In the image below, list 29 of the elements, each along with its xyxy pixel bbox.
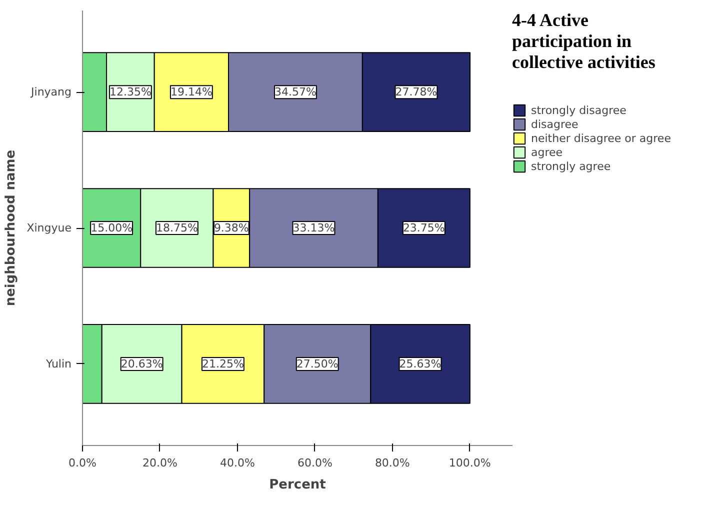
x-tick-label: 80.0%: [374, 456, 410, 470]
x-tick-label: 40.0%: [220, 456, 255, 470]
x-tick-label: 60.0%: [297, 456, 332, 470]
data-label: 25.63%: [399, 357, 442, 370]
data-label: 23.75%: [402, 222, 445, 234]
data-label: 19.14%: [170, 86, 212, 99]
data-label: 27.78%: [395, 86, 438, 99]
data-label: 15.00%: [90, 222, 133, 234]
y-tick-label: Xingyue: [26, 222, 72, 234]
data-label: 34.57%: [274, 86, 316, 99]
x-tick-label: 100.0%: [448, 456, 491, 470]
x-axis-title: Percent: [269, 478, 326, 492]
legend-label: disagree: [531, 118, 578, 130]
data-label: 18.75%: [156, 222, 198, 234]
text: 4-4 Active participation in collective activities: [512, 10, 656, 73]
y-tick-label: Jinyang: [30, 86, 72, 99]
legend-label: strongly agree: [531, 160, 611, 172]
x-tick-label: 0.0%: [68, 456, 96, 470]
data-label: 12.35%: [109, 86, 152, 99]
legend-label: neither disagree or agree: [531, 132, 671, 144]
y-axis-title: neighbourhood name: [4, 150, 19, 306]
legend-label: agree: [531, 146, 563, 158]
legend-label: strongly disagree: [531, 104, 626, 116]
data-label: 9.38%: [214, 222, 249, 234]
y-tick-label: Yulin: [44, 357, 72, 370]
data-label: 21.25%: [202, 357, 244, 370]
x-tick-label: 20.0%: [142, 456, 178, 470]
data-label: 33.13%: [292, 222, 335, 234]
data-label: 27.50%: [296, 357, 338, 370]
